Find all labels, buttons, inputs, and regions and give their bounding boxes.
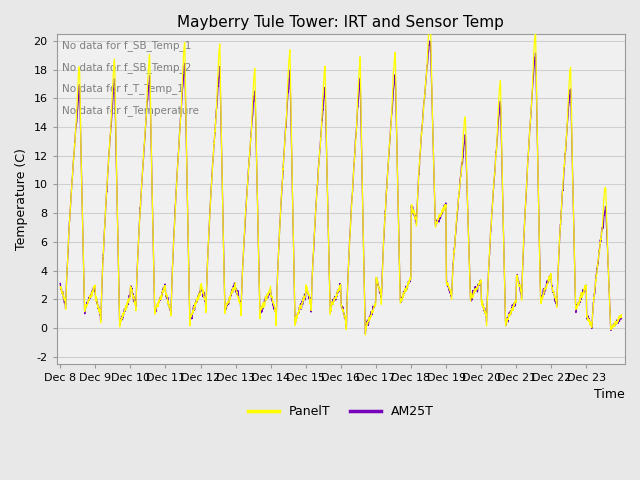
Title: Mayberry Tule Tower: IRT and Sensor Temp: Mayberry Tule Tower: IRT and Sensor Temp <box>177 15 504 30</box>
Text: No data for f_Temperature: No data for f_Temperature <box>62 105 199 116</box>
Text: No data for f_T_Temp_1: No data for f_T_Temp_1 <box>62 84 184 94</box>
Text: No data for f_SB_Temp_1: No data for f_SB_Temp_1 <box>62 40 192 51</box>
Text: No data for f_SB_Temp_2: No data for f_SB_Temp_2 <box>62 62 192 73</box>
X-axis label: Time: Time <box>595 388 625 401</box>
Legend: PanelT, AM25T: PanelT, AM25T <box>243 400 439 423</box>
Y-axis label: Temperature (C): Temperature (C) <box>15 148 28 250</box>
